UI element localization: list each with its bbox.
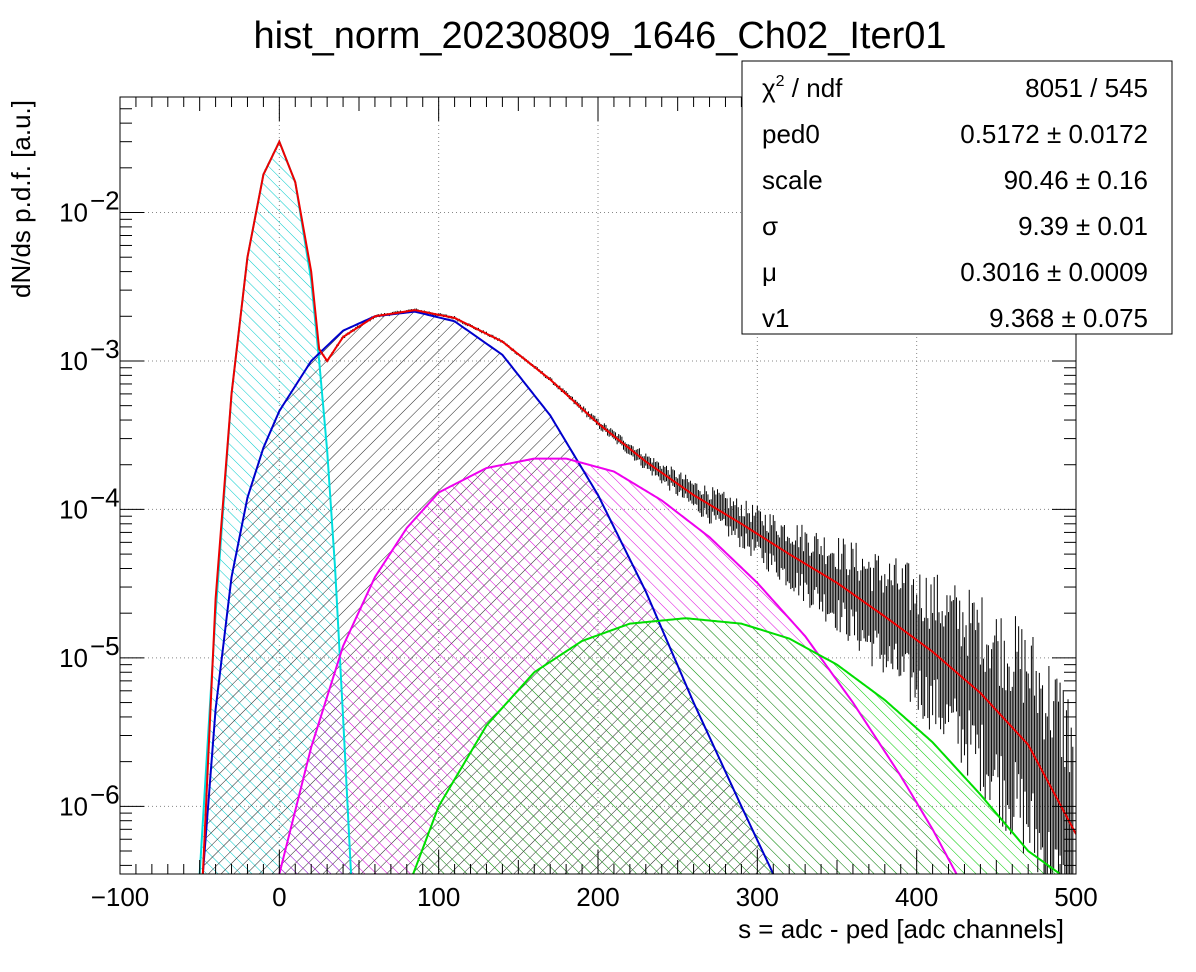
x-tick-label: 200 (576, 882, 619, 912)
stats-label: σ (762, 211, 778, 241)
y-tick-label-exponent: −6 (90, 779, 120, 809)
fit-curve (412, 617, 1061, 874)
fit-curve (201, 310, 775, 874)
stats-value: 0.5172 ± 0.0172 (960, 119, 1148, 149)
stats-box-frame (741, 60, 1173, 335)
stats-label: v1 (762, 303, 789, 333)
y-tick-label-exponent: −2 (90, 186, 120, 216)
y-tick-label: 10 (59, 791, 88, 821)
fit-curve (278, 457, 958, 874)
stats-label: μ (762, 257, 777, 287)
stats-label: ped0 (762, 119, 820, 149)
y-axis-title: dN/ds p.d.f. [a.u.] (6, 100, 36, 298)
x-tick-label: 0 (272, 882, 286, 912)
y-tick-label: 10 (59, 198, 88, 228)
component-fill-green (413, 618, 1061, 874)
y-tick-label-exponent: −3 (90, 334, 120, 364)
y-tick-label: 10 (59, 643, 88, 673)
stats-label: χ2 / ndf (762, 73, 843, 103)
x-axis-title: s = adc - ped [adc channels] (738, 914, 1064, 944)
x-tick-label: 300 (736, 882, 779, 912)
stats-value: 9.39 ± 0.01 (1018, 211, 1148, 241)
x-tick-labels: −100 0 100 200 300 400 500 (91, 882, 1098, 912)
y-tick-label: 10 (59, 346, 88, 376)
component-fills (199, 141, 1061, 874)
y-tick-label-exponent: −5 (90, 631, 120, 661)
stats-value: 90.46 ± 0.16 (1004, 165, 1148, 195)
stats-value: 9.368 ± 0.075 (989, 303, 1148, 333)
fit-curves (198, 139, 1076, 874)
stats-value: 0.3016 ± 0.0009 (960, 257, 1148, 287)
x-tick-label: 500 (1054, 882, 1097, 912)
y-tick-labels: 10−610−510−410−310−2 (59, 186, 120, 822)
stats-box: χ2 / ndf 8051 / 545 ped0 0.5172 ± 0.0172 sca… (741, 60, 1173, 335)
stats-rows: χ2 / ndf 8051 / 545 ped0 0.5172 ± 0.0172 sca… (762, 73, 1148, 333)
x-tick-label: −100 (91, 882, 150, 912)
y-tick-label-exponent: −4 (90, 482, 120, 512)
x-tick-label: 400 (895, 882, 938, 912)
stats-label: scale (762, 165, 823, 195)
y-tick-label: 10 (59, 494, 88, 524)
fit-curve (201, 139, 1076, 874)
stats-value: 8051 / 545 (1025, 73, 1148, 103)
chart-title: hist_norm_20230809_1646_Ch02_Iter01 (254, 15, 947, 57)
x-tick-label: 100 (417, 882, 460, 912)
